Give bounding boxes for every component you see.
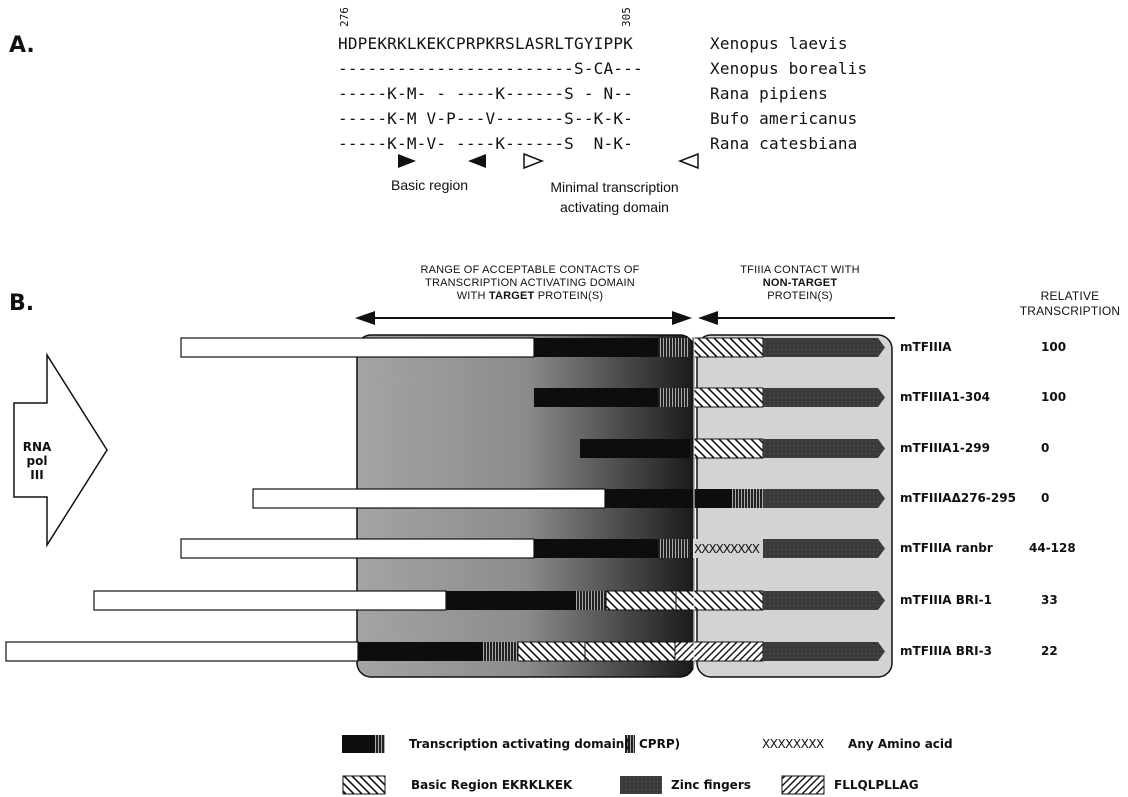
construct-diagram: XXXXXXXXX [5, 311, 895, 678]
range-arrow-right-icon [672, 311, 692, 325]
relative-transcription-header: RELATIVE TRANSCRIPTION [1019, 289, 1121, 318]
construct-label: mTFIIIA1-299 [900, 441, 990, 455]
legend-basic-label: Basic Region EKRKLKEK [411, 778, 573, 792]
transcription-value: 100 [1041, 340, 1067, 354]
range-arrow-left-icon [355, 311, 375, 325]
transcription-value: 44-128 [1029, 541, 1076, 555]
alignment-row: -----K-M-V- ----K------S N-K- Rana cates… [338, 134, 858, 153]
region-markers [398, 152, 699, 170]
construct-bar-mTFIIIA-delta276-295 [252, 488, 885, 509]
transcription-value: 22 [1041, 644, 1058, 658]
construct-bar-mTFIIIA-ranbr: XXXXXXXXX [180, 538, 885, 559]
any-amino-acid-fill: XXXXXXXXX [694, 542, 760, 556]
legend-fllq-swatch [781, 775, 825, 795]
legend-zinc-label: Zinc fingers [671, 778, 751, 792]
construct-label: mTFIIIA ranbr [900, 541, 993, 555]
construct-bar-mTFIIIA1-304 [534, 387, 885, 408]
target-contacts-header: RANGE OF ACCEPTABLE CONTACTS OF TRANSCRI… [420, 264, 640, 302]
legend-cprp-label: CPRP) [639, 737, 681, 751]
rna-pol-iii-label: RNA pol III [22, 440, 52, 482]
tad-start-marker [523, 152, 545, 170]
legend-fllq-label: FLLQLPLLAG [834, 778, 919, 792]
legend-cprp-swatch [625, 735, 635, 753]
position-start: 276 [338, 7, 351, 27]
non-target-arrow-icon [698, 311, 718, 325]
rna-pol-iii-arrow-icon [13, 352, 108, 548]
legend-tad-swatch [342, 735, 385, 753]
tad-end-marker [677, 152, 699, 170]
legend-any-label: Any Amino acid [848, 737, 953, 751]
alignment-row: -----K-M V-P---V-------S--K-K- Bufo amer… [338, 109, 858, 128]
position-end: 305 [620, 7, 633, 27]
construct-label: mTFIIIA BRI-3 [900, 644, 992, 658]
transcription-value: 33 [1041, 593, 1058, 607]
basic-region-start-marker [398, 154, 416, 168]
tad-label: Minimal transcription activating domain [550, 179, 679, 215]
alignment-row: -----K-M- - ----K------S - N-- Rana pipi… [338, 84, 828, 103]
legend-tad-label: Transcription activating domain( [409, 737, 630, 751]
panel-a-label: A. [9, 33, 35, 58]
alignment-row: ------------------------S-CA--- Xenopus … [338, 59, 868, 78]
construct-bar-mTFIIIA-BRI-1 [93, 590, 885, 611]
construct-label: mTFIIIA1-304 [900, 390, 990, 404]
basic-region-end-marker [468, 154, 486, 168]
construct-bar-mTFIIIA-BRI-3 [5, 641, 885, 662]
transcription-value: 0 [1041, 441, 1050, 455]
panel-b-label: B. [9, 291, 35, 316]
basic-region-label: Basic region [391, 177, 469, 193]
alignment: HDPEKRKLKEKCPRPKRSLASRLTGYIPPK Xenopus l… [338, 31, 867, 156]
transcription-value: 0 [1041, 491, 1050, 505]
alignment-row: HDPEKRKLKEKCPRPKRSLASRLTGYIPPK Xenopus l… [338, 34, 848, 53]
construct-label: mTFIIIAΔ276-295 [900, 491, 1016, 505]
legend-any-symbol: XXXXXXXX [762, 737, 824, 751]
transcription-value: 100 [1041, 390, 1067, 404]
non-target-header: TFIIIA CONTACT WITH NON-TARGET PROTEIN(S… [740, 264, 860, 302]
legend-basic-swatch [342, 775, 386, 795]
legend-zinc-swatch [620, 776, 662, 794]
construct-label: mTFIIIA BRI-1 [900, 593, 992, 607]
construct-bar-mTFIIIA [180, 337, 885, 358]
construct-bar-mTFIIIA1-299 [580, 438, 885, 459]
construct-label: mTFIIIA [900, 340, 952, 354]
legend-swatches [342, 735, 825, 795]
